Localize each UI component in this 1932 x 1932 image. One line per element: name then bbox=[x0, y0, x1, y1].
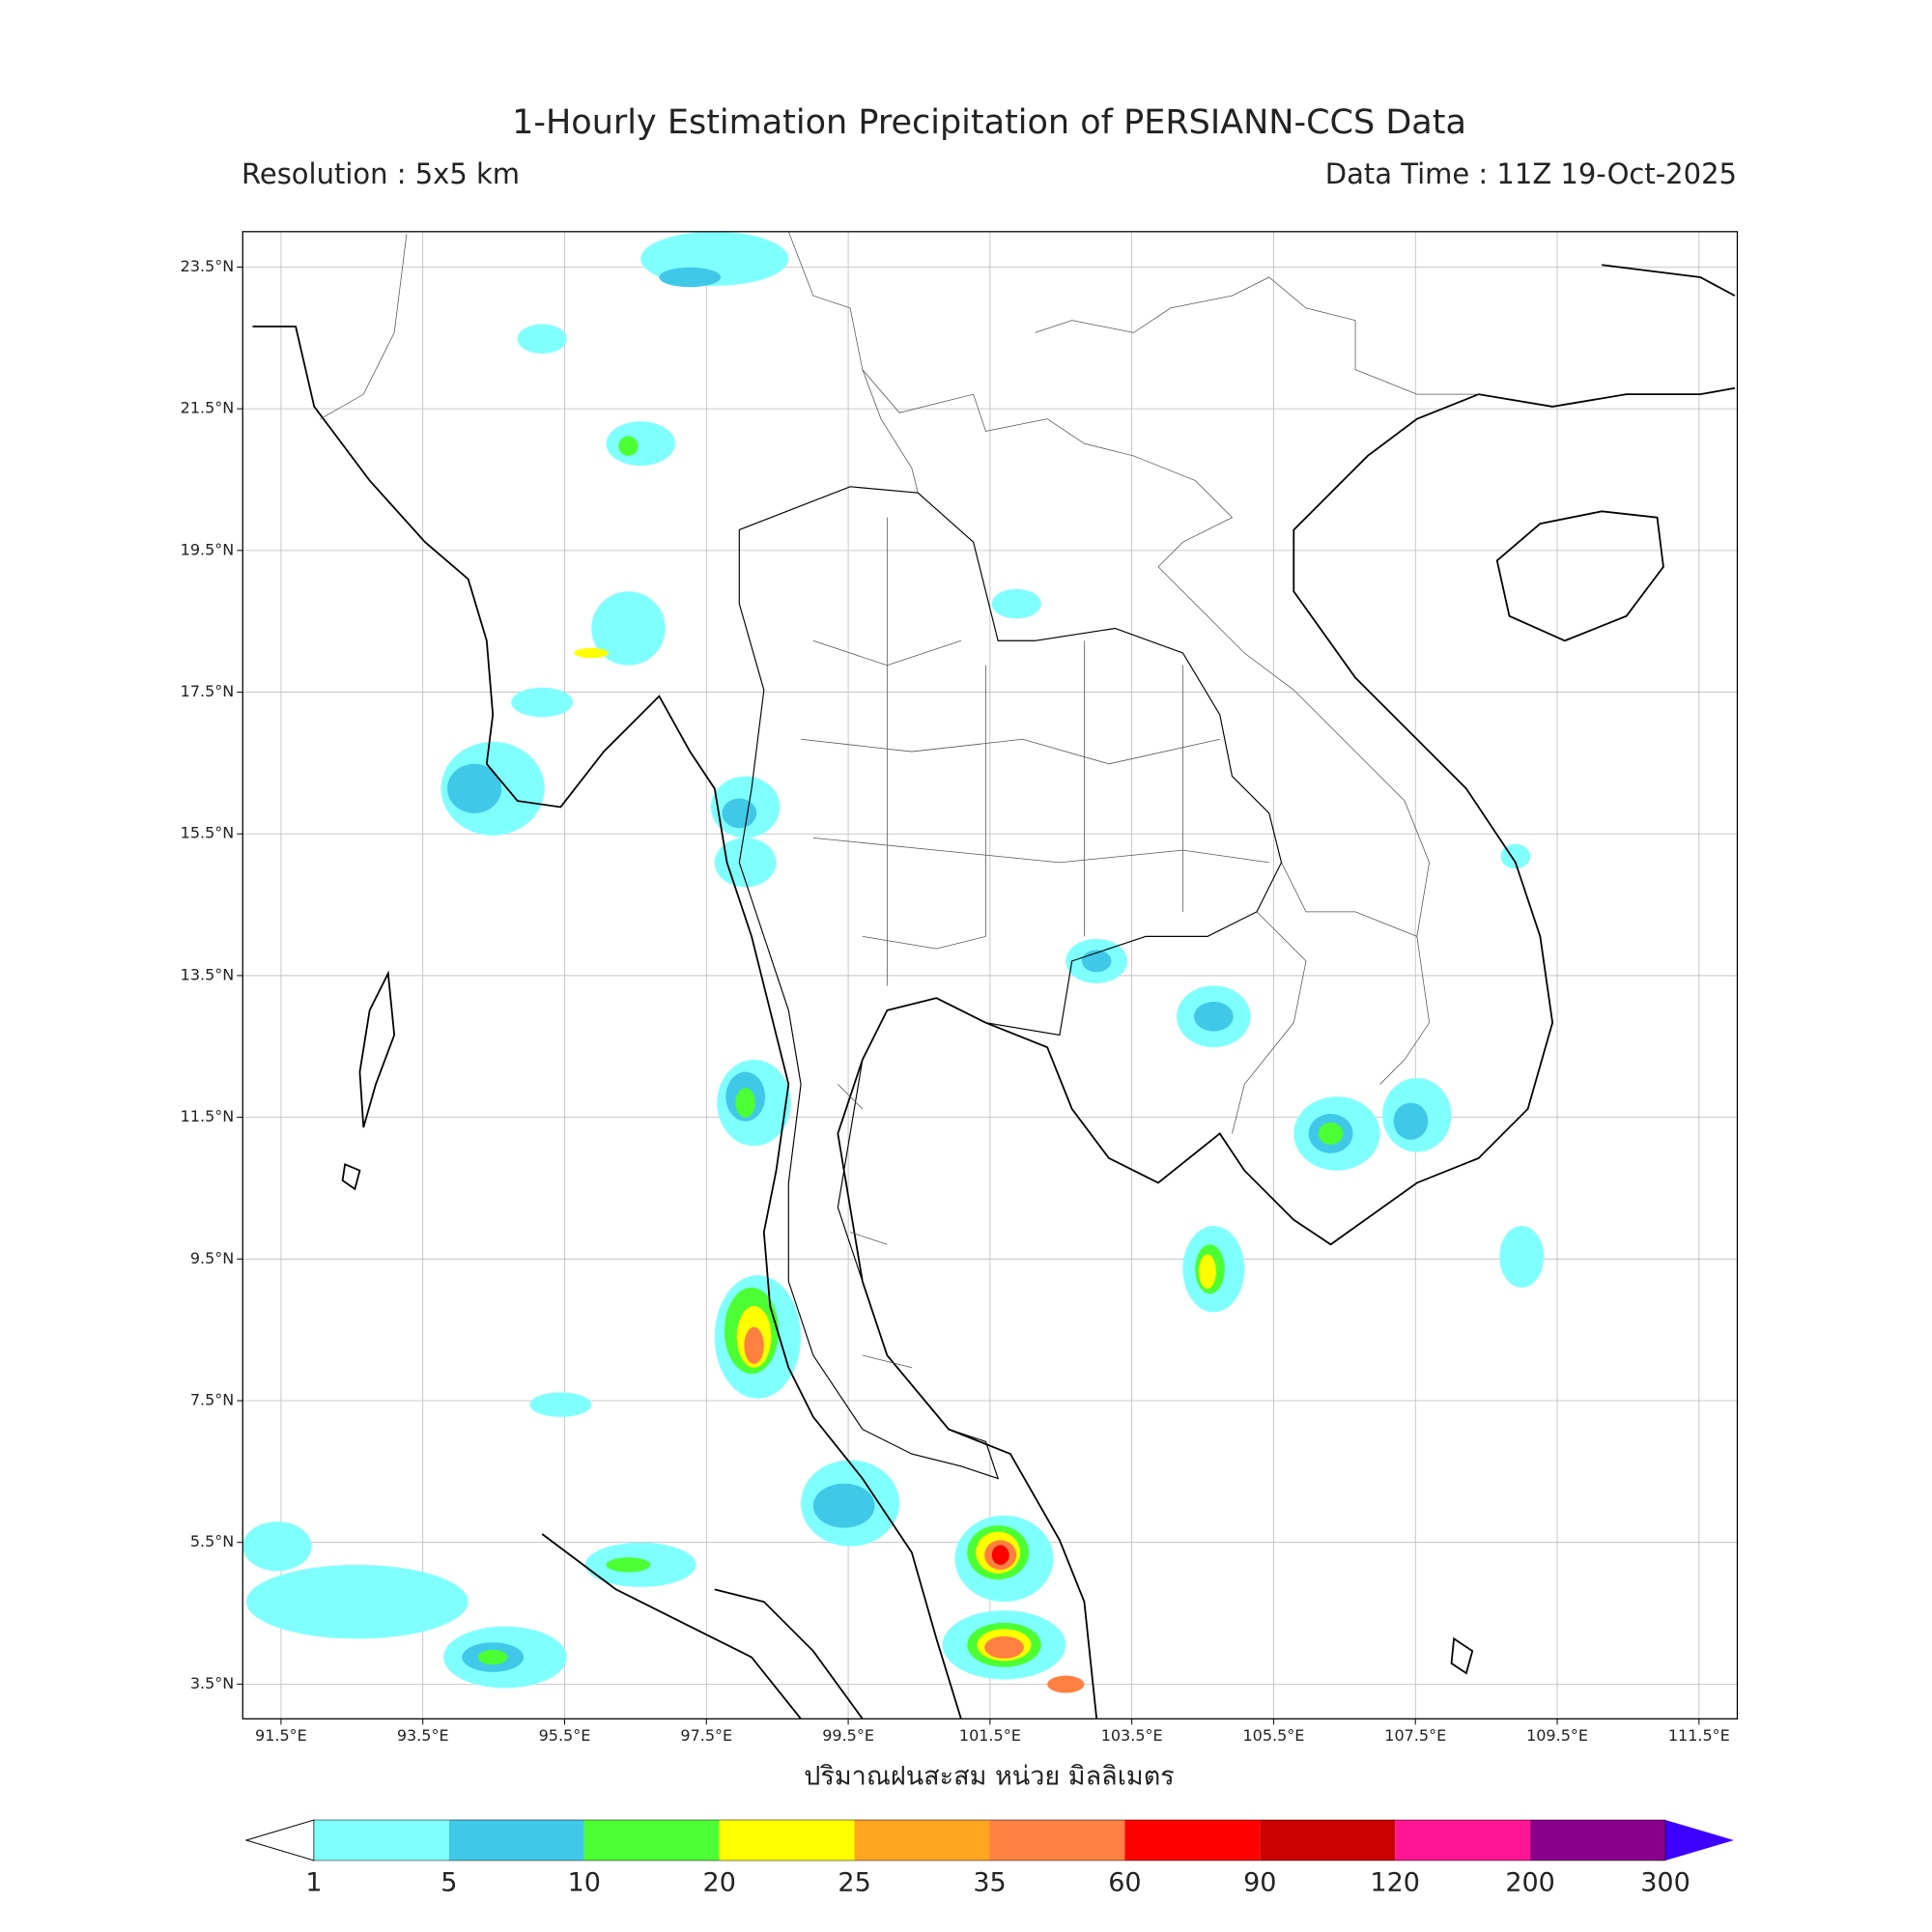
y-tick-label: 23.5°N bbox=[181, 257, 235, 275]
x-tick-label: 99.5°E bbox=[822, 1726, 874, 1745]
x-tick-label: 101.5°E bbox=[959, 1726, 1021, 1745]
colorbar-under bbox=[244, 1819, 315, 1861]
colorbar-label: 10 bbox=[568, 1868, 601, 1898]
colorbar-label: 200 bbox=[1505, 1868, 1555, 1898]
borders bbox=[320, 231, 1479, 1134]
rain-field bbox=[242, 231, 1545, 1693]
x-tick-label: 111.5°E bbox=[1668, 1726, 1730, 1745]
colorbar-segment bbox=[1530, 1820, 1665, 1861]
y-tick-label: 21.5°N bbox=[181, 399, 235, 417]
x-tick-label: 103.5°E bbox=[1101, 1726, 1163, 1745]
colorbar-segment bbox=[989, 1820, 1125, 1861]
y-tick-label: 17.5°N bbox=[181, 682, 235, 700]
colorbar: 1 5 10 20 25 35 60 90 120 200 300 bbox=[244, 1819, 1734, 1898]
resolution: Resolution : 5x5 km bbox=[242, 157, 520, 190]
x-tick-label: 109.5°E bbox=[1526, 1726, 1588, 1745]
colorbar-outline bbox=[313, 1819, 1666, 1861]
colorbar-label: 90 bbox=[1243, 1868, 1276, 1898]
x-tick-label: 107.5°E bbox=[1384, 1726, 1446, 1745]
y-tick-label: 19.5°N bbox=[181, 540, 235, 558]
y-tick-label: 5.5°N bbox=[190, 1532, 234, 1550]
colorbar-label: 25 bbox=[838, 1868, 870, 1898]
map-frame bbox=[242, 231, 1739, 1719]
colorbar-label: 60 bbox=[1108, 1868, 1141, 1898]
thailand-provinces bbox=[738, 486, 1283, 1480]
colorbar-segment bbox=[448, 1820, 584, 1861]
colorbar-segment bbox=[854, 1820, 990, 1861]
map-area bbox=[242, 231, 1739, 1719]
colorbar-segment bbox=[314, 1820, 449, 1861]
y-tick-label: 13.5°N bbox=[181, 965, 235, 983]
colorbar-segment bbox=[719, 1820, 855, 1861]
x-tick-label: 95.5°E bbox=[539, 1726, 591, 1745]
x-tick-label: 97.5°E bbox=[680, 1726, 732, 1745]
x-tick-label: 93.5°E bbox=[397, 1726, 449, 1745]
colorbar-label: 1 bbox=[305, 1868, 322, 1898]
y-tick-label: 7.5°N bbox=[190, 1390, 234, 1408]
title: 1-Hourly Estimation Precipitation of PER… bbox=[512, 103, 1466, 142]
colorbar-segment bbox=[1260, 1820, 1396, 1861]
x-axis-label: ปริมาณฝนสะสม หน่วย มิลลิเมตร bbox=[804, 1762, 1175, 1792]
colorbar-label: 300 bbox=[1640, 1868, 1690, 1898]
colorbar-label: 120 bbox=[1370, 1868, 1420, 1898]
y-tick-label: 9.5°N bbox=[190, 1249, 234, 1267]
colorbar-label: 20 bbox=[703, 1868, 736, 1898]
x-tick-label: 105.5°E bbox=[1242, 1726, 1304, 1745]
colorbar-segment bbox=[583, 1820, 720, 1861]
coastlines bbox=[252, 264, 1736, 1719]
colorbar-segment bbox=[1395, 1820, 1531, 1861]
colorbar-label: 35 bbox=[973, 1868, 1006, 1898]
y-tick-label: 11.5°N bbox=[181, 1107, 235, 1125]
y-tick-label: 3.5°N bbox=[190, 1674, 234, 1692]
x-tick-label: 91.5°E bbox=[255, 1726, 307, 1745]
y-tick-label: 15.5°N bbox=[181, 824, 235, 842]
data-time: Data Time : 11Z 19-Oct-2025 bbox=[1325, 157, 1737, 190]
colorbar-over bbox=[1665, 1820, 1734, 1861]
colorbar-segment bbox=[1124, 1820, 1261, 1861]
colorbar-label: 5 bbox=[440, 1868, 457, 1898]
